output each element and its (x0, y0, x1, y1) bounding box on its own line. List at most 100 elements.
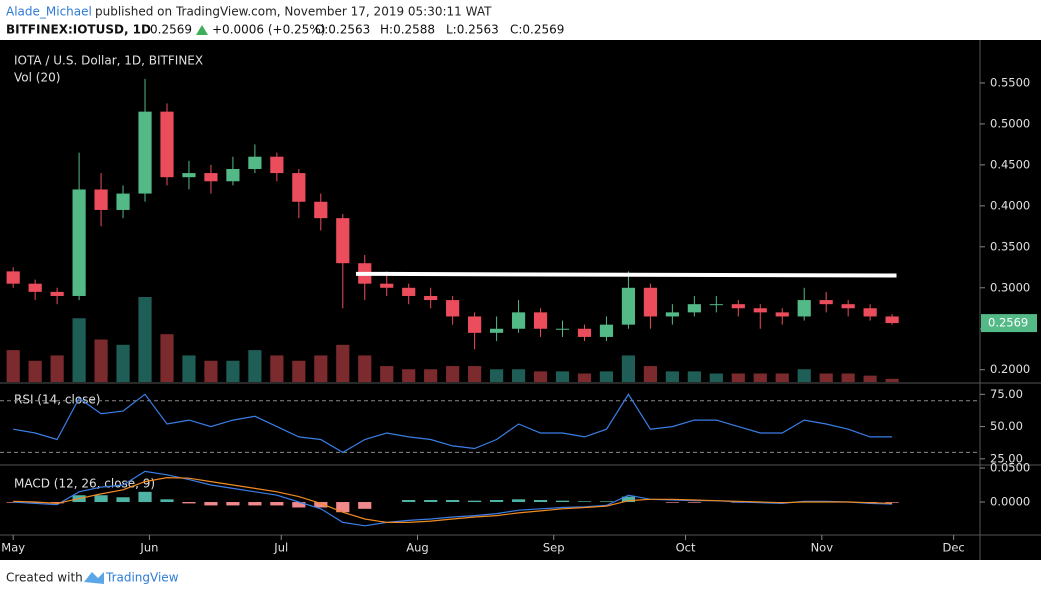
volume-bar (116, 344, 130, 382)
x-tick-label: Jul (273, 541, 288, 555)
y-tick-label: 0.2000 (990, 362, 1030, 376)
candle-body (446, 300, 460, 317)
candle-body (94, 189, 108, 210)
candle-body (731, 304, 745, 309)
last-price-box (981, 314, 1037, 333)
volume-bar (380, 366, 394, 382)
volume-bar (621, 355, 636, 382)
y-tick-label: 0.0500 (990, 461, 1030, 475)
volume-bar (72, 318, 86, 382)
volume-bar (226, 360, 240, 382)
macd-histogram (248, 502, 262, 506)
macd-histogram (204, 502, 218, 506)
author[interactable]: Alade_Michael (6, 5, 92, 19)
macd-histogram (402, 499, 416, 503)
last-price-label: 0.2569 (988, 316, 1028, 330)
symbol: BITFINEX:IOTUSD, 1D (6, 23, 151, 37)
x-tick-label: Dec (942, 541, 964, 555)
macd-histogram (533, 499, 548, 503)
candle-body (116, 193, 130, 210)
x-tick-label: Sep (543, 541, 565, 555)
candle-body (885, 316, 899, 324)
candle-body (599, 324, 614, 337)
high-text: H:0.2588 (380, 23, 435, 37)
volume-bar (270, 355, 284, 382)
candle-body (797, 300, 811, 317)
volume-bar (138, 297, 152, 382)
candle-body (511, 312, 526, 329)
candle-body (687, 304, 701, 313)
macd-histogram (468, 500, 482, 503)
candle-body (380, 283, 394, 288)
macd-histogram (336, 502, 350, 513)
volume-bar (775, 373, 789, 382)
macd-histogram (314, 502, 328, 508)
macd-histogram (270, 502, 284, 506)
volume-bar (863, 375, 877, 382)
candle-body (621, 287, 636, 325)
x-tick-label: Jun (139, 541, 158, 555)
candle-body (555, 328, 570, 330)
low-text: L:0.2563 (446, 23, 499, 37)
macd-histogram (94, 495, 108, 503)
macd-histogram (621, 496, 636, 503)
y-tick-label: 25.00 (990, 451, 1023, 465)
macd-histogram (446, 499, 460, 503)
chart-background (0, 40, 1041, 560)
macd-histogram (138, 491, 152, 503)
volume-bar (336, 344, 350, 382)
footer-brand[interactable]: TradingView (105, 571, 179, 585)
volume-label: Vol (20) (14, 71, 60, 85)
candle-body (292, 173, 306, 202)
macd-label: MACD (12, 26, close, 9) (14, 477, 155, 491)
macd-histogram (665, 502, 679, 503)
chart-title: IOTA / U.S. Dollar, 1D, BITFINEX (14, 54, 203, 68)
candle-body (28, 283, 42, 292)
candle-body (336, 218, 350, 264)
candle-body (468, 316, 482, 333)
volume-bar (248, 350, 262, 382)
volume-bar (182, 355, 196, 382)
y-tick-label: 0.3000 (990, 280, 1030, 294)
candle-body (775, 312, 789, 317)
volume-bar (292, 360, 306, 382)
y-tick-label: 0.0000 (990, 495, 1030, 509)
volume-bar (28, 360, 42, 382)
macd-histogram (885, 502, 899, 503)
candle-body (6, 271, 20, 284)
trendline (355, 271, 897, 278)
candle-body (424, 295, 438, 301)
y-tick-label: 0.5500 (990, 75, 1030, 89)
candle-body (72, 189, 86, 296)
candle-body (160, 111, 174, 178)
volume-bar (446, 366, 460, 382)
x-tick-label: Oct (676, 541, 696, 555)
y-tick-label: 50.00 (990, 419, 1023, 433)
candle-body (819, 300, 833, 305)
candle-body (248, 156, 262, 169)
macd-histogram (116, 497, 130, 503)
published: published on TradingView.com, November 1… (95, 5, 492, 19)
macd-histogram (358, 502, 372, 509)
macd-histogram (50, 502, 64, 504)
macd-histogram (160, 499, 174, 503)
rsi-label: RSI (14, close) (14, 393, 100, 407)
volume-bar (511, 369, 526, 382)
y-tick-label: 0.4000 (990, 198, 1030, 212)
candle-body (753, 308, 767, 313)
y-tick-label: 75.00 (990, 387, 1023, 401)
candle-body (643, 287, 657, 317)
x-tick-label: May (1, 541, 25, 555)
candle-body (182, 173, 196, 178)
candle-body (50, 291, 64, 296)
volume-bar (358, 355, 372, 382)
close-text: C:0.2569 (510, 23, 564, 37)
macd-histogram (511, 499, 526, 503)
volume-bar (402, 369, 416, 382)
change: +0.0006 (+0.25%) (212, 23, 325, 37)
macd-histogram (687, 502, 701, 503)
candle-body (314, 201, 328, 219)
macd-histogram (490, 499, 504, 503)
volume-bar (50, 355, 64, 382)
